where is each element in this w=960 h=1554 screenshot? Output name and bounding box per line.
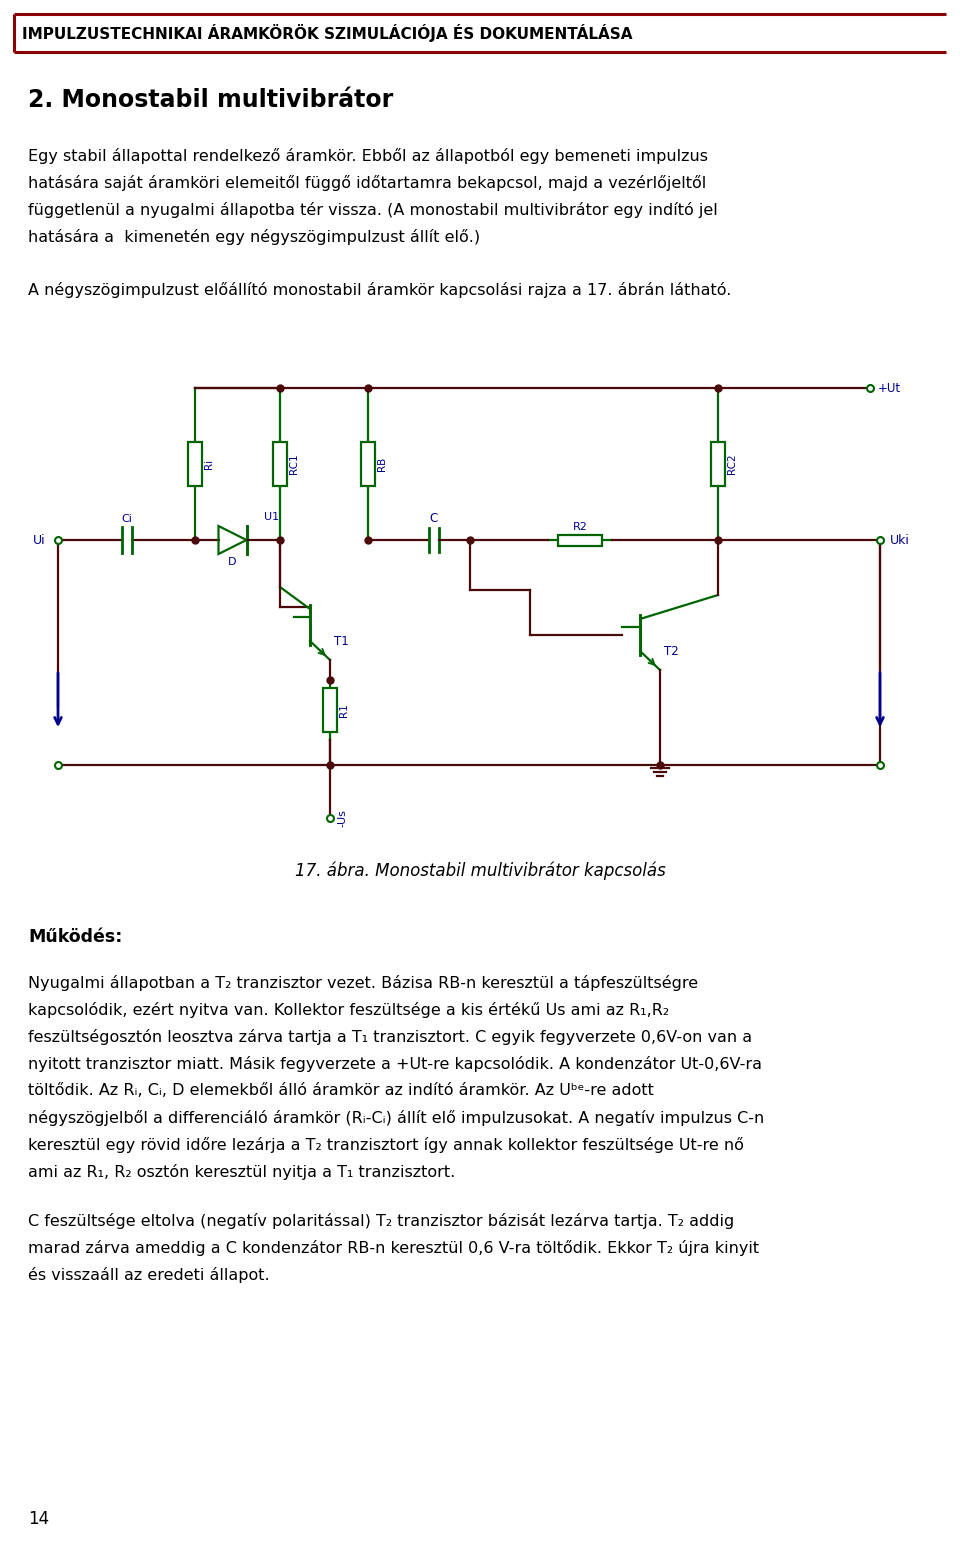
- Text: Ui: Ui: [34, 533, 46, 547]
- Text: T2: T2: [664, 645, 679, 657]
- Text: hatására saját áramköri elemeitől függő időtartamra bekapcsol, majd a vezérlőjel: hatására saját áramköri elemeitől függő …: [28, 176, 707, 191]
- Text: U1: U1: [264, 511, 279, 522]
- Text: hatására a  kimenetén egy négyszögimpulzust állít elő.): hatására a kimenetén egy négyszögimpulzu…: [28, 228, 480, 246]
- Bar: [361, 441, 375, 486]
- Text: függetlenül a nyugalmi állapotba tér vissza. (A monostabil multivibrátor egy ind: függetlenül a nyugalmi állapotba tér vis…: [28, 202, 718, 218]
- Text: keresztül egy rövid időre lezárja a T₂ tranzisztort így annak kollektor feszülts: keresztül egy rövid időre lezárja a T₂ t…: [28, 1138, 744, 1153]
- Text: T1: T1: [334, 636, 348, 648]
- Bar: [323, 688, 337, 732]
- Bar: [558, 535, 602, 545]
- Bar: [188, 441, 202, 486]
- Text: kapcsolódik, ezért nyitva van. Kollektor feszültsége a kis értékű Us ami az R₁,R: kapcsolódik, ezért nyitva van. Kollektor…: [28, 1002, 669, 1018]
- Text: Egy stabil állapottal rendelkező áramkör. Ebből az állapotból egy bemeneti impul: Egy stabil állapottal rendelkező áramkör…: [28, 148, 708, 165]
- Text: Nyugalmi állapotban a T₂ tranzisztor vezet. Bázisa RB-n keresztül a tápfeszültsé: Nyugalmi állapotban a T₂ tranzisztor vez…: [28, 974, 698, 991]
- Text: IMPULZUSTECHNIKAI ÁRAMKÖRÖK SZIMULÁCIÓJA ÉS DOKUMENTÁLÁSA: IMPULZUSTECHNIKAI ÁRAMKÖRÖK SZIMULÁCIÓJA…: [22, 23, 633, 42]
- Text: +Ut: +Ut: [878, 381, 901, 395]
- Text: Uki: Uki: [890, 533, 910, 547]
- Text: RB: RB: [377, 457, 387, 471]
- Text: R2: R2: [572, 522, 588, 531]
- Bar: [273, 441, 287, 486]
- Text: és visszaáll az eredeti állapot.: és visszaáll az eredeti állapot.: [28, 1267, 270, 1284]
- Text: marad zárva ameddig a C kondenzátor RB-n keresztül 0,6 V-ra töltődik. Ekkor T₂ ú: marad zárva ameddig a C kondenzátor RB-n…: [28, 1240, 759, 1256]
- Text: töltődik. Az Rᵢ, Cᵢ, D elemekből álló áramkör az indító áramkör. Az Uᵇᵉ-re adott: töltődik. Az Rᵢ, Cᵢ, D elemekből álló ár…: [28, 1083, 654, 1099]
- Text: négyszögjelből a differenciáló áramkör (Rᵢ-Cᵢ) állít elő impulzusokat. A negatív: négyszögjelből a differenciáló áramkör (…: [28, 1110, 764, 1127]
- Text: Működés:: Működés:: [28, 928, 122, 946]
- Text: ami az R₁, R₂ osztón keresztül nyitja a T₁ tranzisztort.: ami az R₁, R₂ osztón keresztül nyitja a …: [28, 1164, 455, 1179]
- Text: Ri: Ri: [204, 458, 214, 469]
- Text: 17. ábra. Monostabil multivibrátor kapcsolás: 17. ábra. Monostabil multivibrátor kapcs…: [295, 862, 665, 881]
- Text: A négyszögimpulzust előállító monostabil áramkör kapcsolási rajza a 17. ábrán lá: A négyszögimpulzust előállító monostabil…: [28, 281, 732, 298]
- Text: feszültségosztón leosztva zárva tartja a T₁ tranzisztort. C egyik fegyverzete 0,: feszültségosztón leosztva zárva tartja a…: [28, 1029, 752, 1044]
- Text: nyitott tranzisztor miatt. Másik fegyverzete a +Ut-re kapcsolódik. A kondenzátor: nyitott tranzisztor miatt. Másik fegyver…: [28, 1057, 762, 1072]
- Text: Ci: Ci: [121, 514, 132, 524]
- Text: C feszültsége eltolva (negatív polaritással) T₂ tranzisztor bázisát lezárva tart: C feszültsége eltolva (negatív polaritás…: [28, 1214, 734, 1229]
- Text: RC1: RC1: [289, 454, 299, 474]
- Text: -Us: -Us: [337, 810, 347, 827]
- Text: D: D: [228, 556, 237, 567]
- Text: R1: R1: [339, 702, 349, 716]
- Text: 2. Monostabil multivibrátor: 2. Monostabil multivibrátor: [28, 89, 394, 112]
- Bar: [711, 441, 725, 486]
- Text: RC2: RC2: [727, 454, 737, 474]
- Text: 14: 14: [28, 1510, 49, 1528]
- Text: C: C: [430, 511, 438, 525]
